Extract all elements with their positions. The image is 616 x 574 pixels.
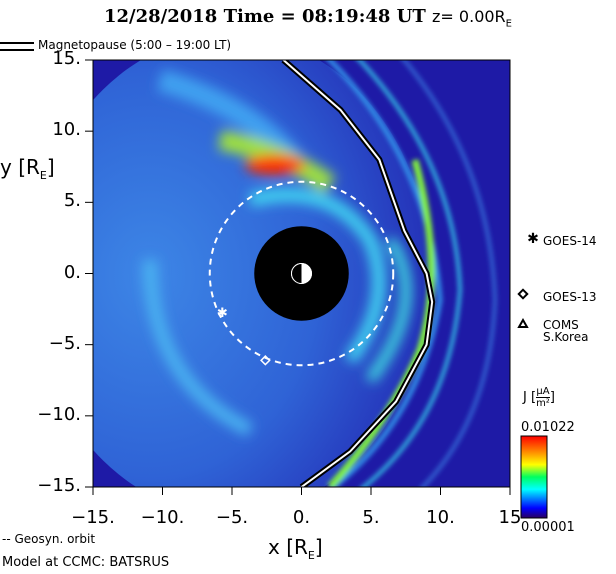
y-tick-label: −10. [37,403,81,425]
y-tick-label: 5. [63,190,81,212]
y-tick-label: 10. [52,119,81,141]
satellite-goes-13 [260,355,271,366]
satellite-goes-14: ✱ [217,306,228,321]
x-tick-label: −10. [140,507,185,528]
x-tick-label: 15 [498,507,522,528]
legend-goes13: GOES-13 [543,290,597,304]
x-axis-label: x [RE] [268,535,323,562]
x-tick-label: −5. [215,507,249,528]
plot-title: 12/28/2018 Time = 08:19:48 UT z= 0.00RE [103,6,512,30]
footer: Model at CCMC: BATSRUS [2,555,170,570]
legend-coms: COMS [543,318,579,332]
legend-goes14: GOES-14 [543,234,597,248]
legend-coms-2: S.Korea [543,330,589,344]
y-tick-label: −5. [48,332,81,354]
colorbar-min: 0.00001 [521,520,575,535]
geosyn-legend: -- Geosyn. orbit [2,532,96,546]
earth-day-night-icon [291,263,312,284]
x-tick-label: −15. [71,507,115,528]
goes13-legend-marker [517,288,529,300]
goes14-legend-marker: ✱ [527,231,539,247]
colorbar [520,435,548,519]
colorbar-title: J [μA m²] [523,386,555,409]
colorbar-max: 0.01022 [521,420,575,435]
y-tick-label: 0. [63,261,81,283]
y-tick-label: 15. [52,48,81,69]
heatmap [93,60,510,487]
x-tick-label: 5. [362,507,380,528]
x-tick-label: 10. [426,507,455,528]
y-tick-label: −15. [37,475,81,496]
x-tick-label: 0. [292,507,311,528]
magnetopause-legend-line [0,42,34,51]
geosyn-orbit [208,180,395,367]
y-axis-label: y [RE] [0,155,55,182]
coms-legend-marker [517,317,529,328]
magnetopause-legend-label: Magnetopause (5:00 – 19:00 LT) [38,38,232,52]
